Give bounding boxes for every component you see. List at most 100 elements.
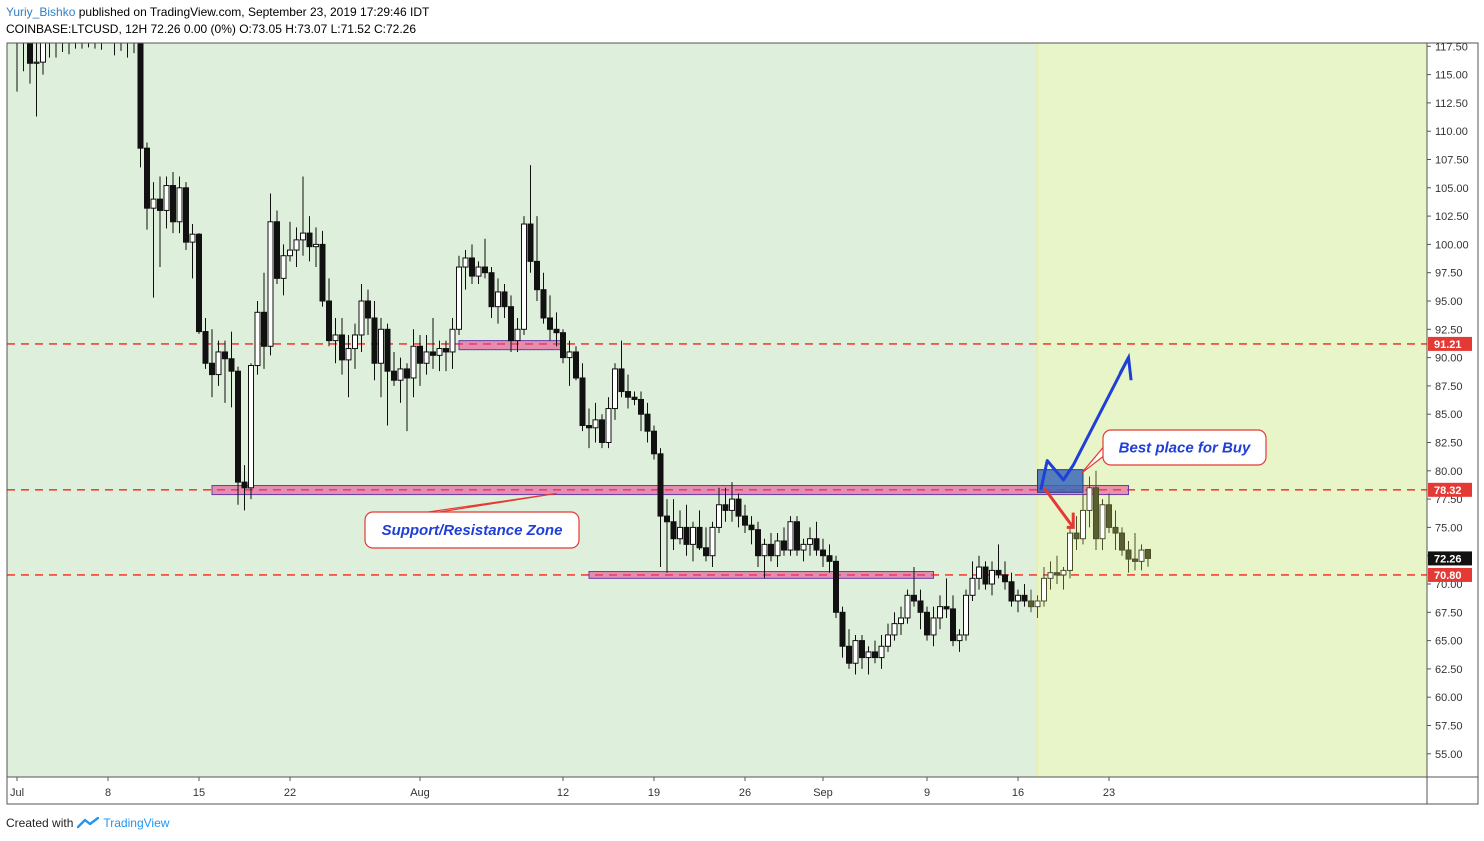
time-axis[interactable]	[6, 776, 1428, 805]
candle	[852, 634, 859, 675]
candle-body	[956, 634, 963, 642]
candle-body	[878, 645, 885, 659]
candle	[332, 317, 339, 364]
candle	[1054, 555, 1060, 584]
y-tick-label: 87.50	[1435, 381, 1463, 393]
candle	[1021, 584, 1028, 607]
candle-body	[430, 351, 436, 356]
candle	[664, 499, 670, 573]
candle-body	[768, 543, 774, 557]
candle	[742, 504, 748, 534]
candle	[859, 634, 865, 669]
y-tick-label: 117.50	[1435, 41, 1468, 53]
candle	[670, 499, 677, 551]
candle-body	[202, 331, 209, 364]
candle	[384, 323, 391, 426]
price-axis[interactable]	[1426, 42, 1479, 778]
candle	[1034, 595, 1041, 618]
candle	[16, 43, 18, 92]
candle	[21, 25, 26, 72]
candle	[157, 176, 163, 268]
y-tick-label: 62.50	[1435, 664, 1463, 676]
author-link[interactable]: Yuriy_Bishko	[6, 5, 76, 19]
candle	[222, 340, 228, 403]
buy-zone-box[interactable]	[1037, 469, 1084, 493]
candle	[280, 244, 287, 296]
candle	[475, 261, 482, 285]
candle	[1125, 540, 1132, 573]
candle-body	[345, 348, 352, 361]
y-tick-label: 97.50	[1435, 268, 1463, 280]
candle-body	[267, 221, 274, 347]
candle-body	[989, 569, 995, 585]
candle	[911, 567, 917, 607]
candle-body	[1138, 549, 1145, 562]
candle-body	[527, 223, 534, 262]
candle-body	[1099, 504, 1106, 540]
x-tick-label: 22	[284, 787, 296, 799]
candle-body	[1028, 600, 1034, 608]
candle-body	[852, 640, 859, 664]
y-tick-label: 112.50	[1435, 98, 1468, 110]
candle	[956, 629, 963, 652]
candle	[1028, 589, 1034, 613]
candle-body	[86, 34, 91, 35]
candle-body	[943, 606, 950, 610]
tradingview-brand[interactable]: TradingView	[103, 816, 170, 830]
candle-body	[963, 594, 969, 636]
y-tick-label: 82.50	[1435, 438, 1463, 450]
candle	[722, 487, 729, 522]
candle	[729, 482, 735, 522]
candle	[196, 233, 202, 334]
candle-body	[293, 239, 300, 251]
candle-body	[657, 453, 664, 517]
candle-body	[612, 368, 618, 410]
candle-body	[119, 35, 124, 41]
candle-body	[670, 521, 677, 540]
candle-body	[950, 608, 956, 642]
candle-body	[397, 368, 404, 381]
support-resistance-callout-pointer	[372, 492, 557, 521]
y-tick-label: 57.50	[1435, 721, 1463, 733]
sr-zone-2[interactable]	[588, 571, 934, 579]
candle	[566, 340, 573, 386]
candle-body	[21, 25, 26, 39]
candle-body	[99, 34, 104, 42]
candle	[397, 357, 404, 403]
y-tick-label: 85.00	[1435, 409, 1463, 421]
candle-body	[40, 43, 46, 63]
sr-zone-0[interactable]	[211, 485, 1129, 496]
candle-body	[904, 594, 911, 619]
candle-body	[137, 43, 144, 149]
candle-body	[872, 651, 878, 659]
candle	[976, 555, 982, 590]
publish-info: Yuriy_Bishko published on TradingView.co…	[6, 5, 429, 19]
candle	[352, 323, 358, 369]
forecast-background	[1037, 43, 1427, 777]
candle	[651, 425, 657, 460]
candle	[787, 516, 794, 556]
y-tick-label: 90.00	[1435, 353, 1463, 365]
footer: Created with TradingView	[6, 816, 169, 830]
candle	[404, 363, 410, 432]
candle	[618, 340, 625, 398]
candle	[430, 317, 436, 369]
candle-body	[319, 243, 326, 302]
candle-body	[358, 300, 365, 336]
candle-body	[488, 272, 495, 308]
buy-callout[interactable]: Best place for Buy	[1081, 429, 1267, 474]
candle	[677, 510, 683, 545]
candle-body	[339, 334, 345, 361]
candle	[657, 448, 664, 568]
candle-body	[404, 368, 410, 379]
current-price-label: 72.26	[1434, 553, 1462, 565]
candle	[215, 340, 222, 386]
support-resistance-callout[interactable]: Support/Resistance Zone	[364, 492, 580, 549]
candle-body	[365, 300, 371, 319]
candle-body	[106, 34, 111, 37]
candle	[189, 224, 196, 279]
candle	[319, 230, 326, 307]
y-tick-label: 75.00	[1435, 522, 1463, 534]
candle	[274, 210, 280, 285]
